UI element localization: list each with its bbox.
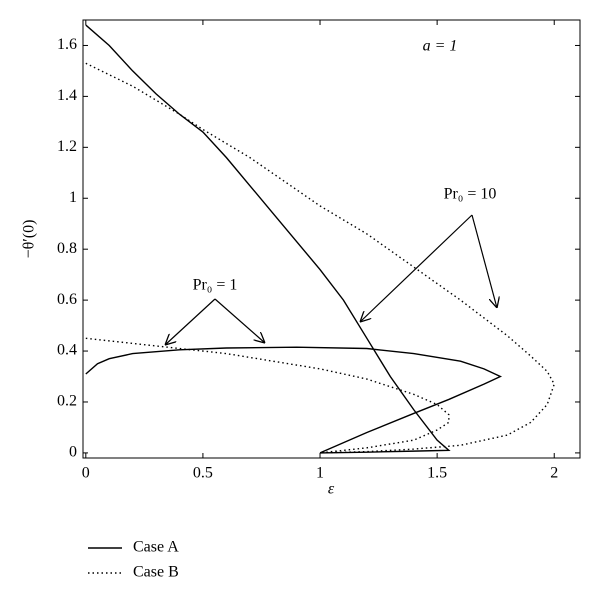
line-series — [85, 62, 556, 454]
y-tick-label: 1.6 — [57, 36, 77, 53]
annotation: Pr₀ = 1 — [193, 277, 238, 294]
y-tick-label: 1.2 — [57, 138, 77, 155]
y-axis-label: −θ′(0) — [21, 220, 38, 259]
y-tick-label: 1 — [69, 189, 77, 206]
line-series — [85, 24, 503, 454]
x-tick-label: 2 — [550, 465, 558, 482]
y-tick-label: 1.4 — [57, 87, 77, 104]
annotation: Pr₀ = 10 — [444, 186, 497, 203]
x-tick-label: 1.5 — [427, 465, 447, 482]
legend-label: Case B — [133, 564, 179, 581]
legend-label: Case A — [133, 539, 179, 556]
arrow — [471, 214, 497, 308]
arrow — [165, 298, 216, 345]
x-tick-label: 0.5 — [193, 465, 213, 482]
y-tick-label: 0.8 — [57, 240, 77, 257]
arrow — [214, 298, 265, 343]
plot-frame — [82, 19, 581, 459]
arrows — [165, 214, 497, 345]
y-tick-label: 0.6 — [57, 291, 77, 308]
x-tick-label: 1 — [316, 465, 324, 482]
y-tick-label: 0.2 — [57, 393, 77, 410]
y-tick-label: 0.4 — [57, 342, 77, 359]
x-tick-label: 0 — [82, 465, 90, 482]
arrow — [360, 214, 473, 322]
y-tick-label: 0 — [69, 444, 77, 461]
x-axis-label: ε — [328, 481, 335, 498]
annotation: a = 1 — [423, 38, 458, 55]
